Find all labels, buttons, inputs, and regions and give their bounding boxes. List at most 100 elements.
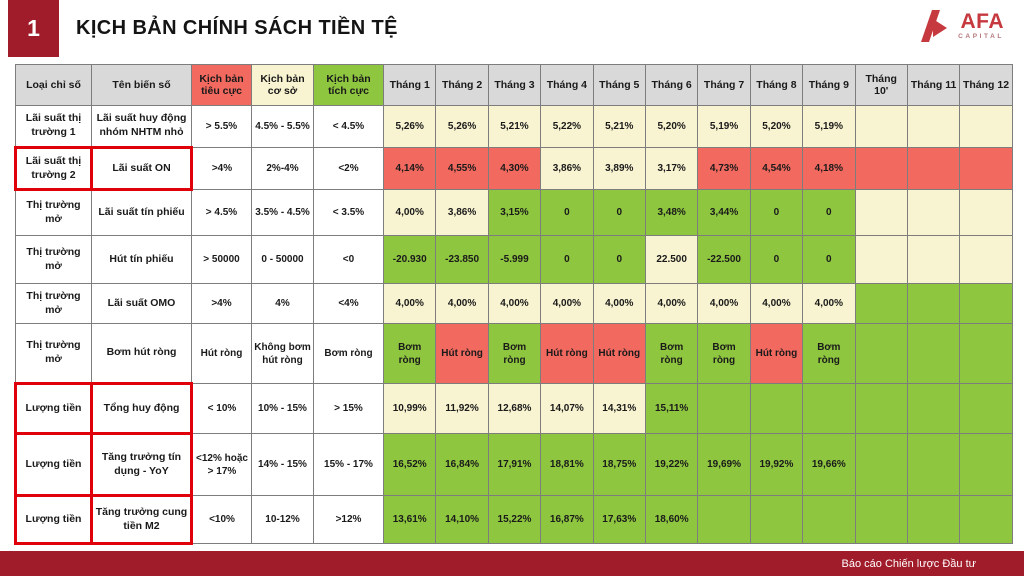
column-header: Tháng 7 — [697, 64, 751, 106]
footer-bar: Báo cáo Chiến lược Đầu tư — [0, 551, 1024, 576]
month-value-cell: 22.500 — [644, 235, 699, 284]
month-value-cell: 3,86% — [435, 189, 489, 236]
scenario-base-cell: 0 - 50000 — [251, 235, 314, 284]
table-row: Thị trường mở Lãi suất OMO >4% 4% <4% 4,00% 4,… — [15, 283, 1013, 324]
month-value-cell — [906, 189, 961, 236]
month-value-cell: 0 — [749, 235, 804, 284]
month-value-cell: Hút ròng — [435, 323, 489, 384]
month-value-cell: 16,87% — [540, 495, 594, 544]
category-cell: Lãi suất thị trường 1 — [15, 105, 92, 148]
variable-cell: Tăng trưởng tín dụng - YoY — [90, 432, 193, 497]
month-value-cell: 19,22% — [644, 433, 699, 496]
month-value-cell: 5,21% — [487, 105, 542, 148]
month-value-cell: 3,86% — [540, 147, 594, 190]
month-value-cell: 4,30% — [487, 147, 542, 190]
scenario-base-cell: 10% - 15% — [251, 383, 314, 434]
scenario-table: Loại chỉ số Tên biến số Kịch bản tiêu cực K… — [14, 64, 1013, 545]
slide-number: 1 — [27, 15, 40, 41]
month-value-cell: Hút ròng — [749, 323, 804, 384]
month-value-cell: 4,73% — [697, 147, 751, 190]
category-cell: Thị trường mở — [15, 283, 92, 324]
month-value-cell: 5,22% — [540, 105, 594, 148]
month-value-cell — [906, 105, 961, 148]
month-value-cell: 14,31% — [592, 383, 646, 434]
month-value-cell: 4,00% — [697, 283, 751, 324]
column-header: Tháng 5 — [592, 64, 646, 106]
month-value-cell: Bơm ròng — [697, 323, 751, 384]
scenario-positive-cell: > 15% — [313, 383, 384, 434]
month-value-cell: 0 — [540, 189, 594, 236]
category-cell: Thị trường mở — [15, 235, 92, 284]
month-value-cell: 5,19% — [802, 105, 856, 148]
month-value-cell — [854, 495, 908, 544]
month-value-cell: 4,00% — [382, 283, 437, 324]
month-value-cell: 17,91% — [487, 433, 542, 496]
month-value-cell — [959, 147, 1013, 190]
month-value-cell: 15,11% — [644, 383, 699, 434]
category-cell: Lãi suất thị trường 2 — [14, 146, 93, 191]
column-header: Tháng 2 — [435, 64, 489, 106]
month-value-cell: 5,20% — [644, 105, 699, 148]
month-value-cell: 0 — [802, 235, 856, 284]
month-value-cell — [854, 283, 908, 324]
month-value-cell — [697, 383, 751, 434]
scenario-negative-cell: > 50000 — [191, 235, 252, 284]
month-value-cell: Bơm ròng — [802, 323, 856, 384]
month-value-cell: 13,61% — [382, 495, 437, 544]
variable-cell: Lãi suất huy động nhóm NHTM nhỏ — [91, 105, 192, 148]
month-value-cell: 0 — [540, 235, 594, 284]
month-value-cell: 3,89% — [592, 147, 646, 190]
month-value-cell: Hút ròng — [540, 323, 594, 384]
month-value-cell: 5,26% — [435, 105, 489, 148]
month-value-cell: 5,20% — [749, 105, 804, 148]
column-header: Tháng 12 — [959, 64, 1013, 106]
month-value-cell: 4,00% — [382, 189, 437, 236]
month-value-cell: 4,00% — [540, 283, 594, 324]
month-value-cell — [854, 323, 908, 384]
month-value-cell — [854, 147, 908, 190]
month-value-cell — [959, 105, 1013, 148]
month-value-cell: 16,84% — [435, 433, 489, 496]
scenario-base-cell: Không bơm hút ròng — [251, 323, 314, 384]
table-row: Thị trường mở Hút tín phiếu > 50000 0 - 500… — [15, 235, 1013, 284]
month-value-cell: 5,21% — [592, 105, 646, 148]
variable-cell: Lãi suất OMO — [91, 283, 192, 324]
column-header: Tháng 9 — [802, 64, 856, 106]
month-value-cell: 4,55% — [435, 147, 489, 190]
month-value-cell — [959, 323, 1013, 384]
category-cell: Lượng tiền — [14, 382, 93, 435]
scenario-positive-cell: <4% — [313, 283, 384, 324]
scenario-negative-cell: Hút ròng — [191, 323, 252, 384]
logo-name: AFA — [960, 10, 1004, 34]
scenario-negative-cell: > 5.5% — [191, 105, 252, 148]
month-value-cell — [959, 495, 1013, 544]
month-value-cell — [959, 283, 1013, 324]
column-header: Kịch bản tiêu cực — [191, 64, 252, 106]
scenario-negative-cell: <10% — [191, 495, 252, 544]
scenario-negative-cell: <12% hoặc > 17% — [191, 433, 252, 496]
month-value-cell: 18,81% — [540, 433, 594, 496]
table-row: Lãi suất thị trường 2 Lãi suất ON >4% 2%-4%… — [14, 146, 1013, 191]
month-value-cell — [906, 147, 961, 190]
month-value-cell: 3,48% — [644, 189, 699, 236]
month-value-cell: 4,00% — [802, 283, 856, 324]
scenario-base-cell: 10-12% — [251, 495, 314, 544]
table-row: Lượng tiền Tổng huy động < 10% 10% - 15% > 1… — [14, 382, 1013, 435]
month-value-cell: 15,22% — [487, 495, 542, 544]
table-header-row: Loại chỉ số Tên biến số Kịch bản tiêu cực K… — [15, 64, 1013, 106]
month-value-cell: -22.500 — [697, 235, 751, 284]
month-value-cell: 0 — [592, 189, 646, 236]
month-value-cell: Bơm ròng — [487, 323, 542, 384]
table-row: Lượng tiền Tăng trưởng tín dụng - YoY <12%… — [14, 432, 1013, 497]
month-value-cell — [959, 433, 1013, 496]
month-value-cell: 10,99% — [382, 383, 437, 434]
month-value-cell — [906, 383, 961, 434]
scenario-positive-cell: Bơm ròng — [313, 323, 384, 384]
month-value-cell: 0 — [802, 189, 856, 236]
month-value-cell — [802, 383, 856, 434]
month-value-cell: Bơm ròng — [382, 323, 437, 384]
month-value-cell: 3,15% — [487, 189, 542, 236]
scenario-negative-cell: < 10% — [191, 383, 252, 434]
variable-cell: Lãi suất tín phiếu — [91, 189, 192, 236]
month-value-cell — [854, 383, 908, 434]
